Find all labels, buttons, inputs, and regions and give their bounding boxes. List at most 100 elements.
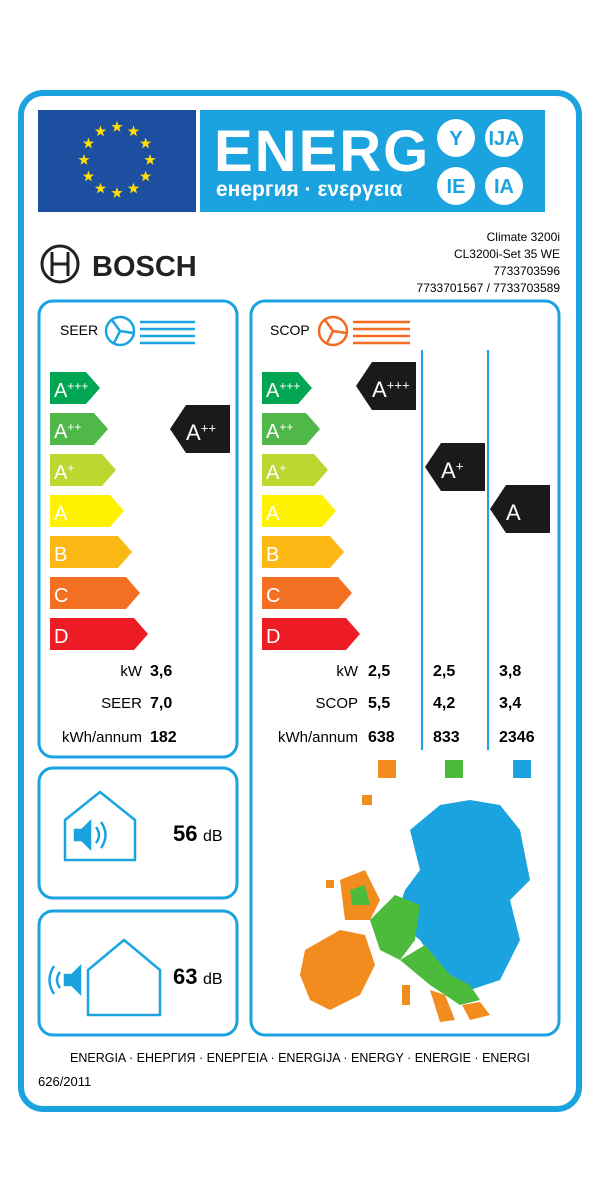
language-suffixes: Y IJA IE IA [437,119,523,205]
class-label: A [54,503,68,525]
class-arrow [262,454,328,486]
outdoor-noise-panel [37,909,239,1037]
eu-star [94,182,107,194]
class-arrow [50,536,132,568]
class-label: A++ [266,420,293,443]
class-label: B [266,544,279,566]
class-label: A+++ [266,379,300,402]
heating-fan-icon [317,315,410,347]
outdoor-noise-value: 63 [173,964,197,989]
scop-row-value: 638 [368,729,395,746]
eu-star [144,154,156,165]
seer-row-value: 7,0 [150,695,172,712]
class-label: A+ [54,461,74,484]
outdoor-noise-unit: dB [203,971,223,988]
suffix-circle [485,119,523,157]
class-arrow [50,413,108,445]
class-arrow [50,495,124,527]
class-label: A [266,503,280,525]
bosch-logo [40,244,80,284]
cooling-fan-icon [104,315,195,347]
scop-row-label: kWh/annum [278,729,358,746]
scop-label: SCOP [270,322,310,338]
scop-row-value: 3,4 [499,695,521,712]
eu-star [139,170,152,182]
class-letter: D [266,626,280,648]
class-arrow [262,577,352,609]
rating-label: A++ [186,420,216,445]
warm-zone-key [378,760,396,778]
class-label: A++ [54,420,81,443]
average-zone-key [445,760,463,778]
class-letter: A [266,462,280,484]
class-label: C [266,585,280,607]
class-letter: A [54,421,68,443]
energy-title: ENERG [214,119,430,184]
model-line: CL3200i-Set 35 WE [454,247,560,261]
eu-star [111,121,123,132]
suffix-text: IJA [488,128,519,150]
class-letter: A [54,503,68,525]
class-letter: A [54,462,68,484]
bosch-logo-mark [50,252,70,276]
outer-border [18,90,582,1112]
class-label: B [54,544,67,566]
rating-label: A+ [441,458,464,483]
suffix-circle [485,167,523,205]
rating-indicator [170,405,230,453]
scop-row-label: kW [336,663,359,680]
class-arrow [262,618,360,650]
class-letter: A [266,503,280,525]
rating-label: A [506,500,521,525]
class-letter: A [441,458,456,483]
supplier-name: BOSCH [92,251,197,283]
eu-star [111,187,123,198]
suffix-text: Y [449,128,463,150]
scop-row-value: 5,5 [368,695,390,712]
class-letter: C [54,585,68,607]
model-lines: Climate 3200i CL3200i-Set 35 WE 7733703596… [417,230,561,295]
scop-row-value: 3,8 [499,663,521,680]
class-letter: A [266,421,280,443]
class-letter: D [54,626,68,648]
class-letter: A [54,380,68,402]
suffix-text: IA [494,176,514,198]
indoor-noise-unit: dB [203,828,223,845]
class-sup: ++ [279,420,293,434]
rating-indicator [356,362,416,410]
scop-row-value: 2,5 [368,663,390,680]
eu-star [127,182,140,194]
footer-languages: ENERGIA · ЕНЕРГИЯ · ΕΝΕΡΓΕΙΑ · ENERGIJA … [70,1051,530,1065]
class-letter: A [266,380,280,402]
class-label: D [266,626,280,648]
outdoor-sound-icon [48,938,162,1017]
suffix-circle [437,167,475,205]
seer-panel [37,299,239,759]
class-letter: A [506,500,521,525]
cold-zone-key [513,760,531,778]
scop-row-value: 2346 [499,729,535,746]
class-arrow [50,618,148,650]
rating-label: A+++ [372,377,410,402]
model-line: Climate 3200i [487,230,560,244]
eu-star [94,125,107,137]
indoor-noise-panel [37,766,239,900]
class-letter: B [54,544,67,566]
scop-row-value: 2,5 [433,663,455,680]
class-sup: + [67,461,74,475]
class-label: C [54,585,68,607]
class-label: A+++ [54,379,88,402]
indoor-noise-value: 56 [173,821,197,846]
class-arrow [50,577,140,609]
class-sup: +++ [279,379,300,393]
eu-star [82,137,95,149]
eu-stars [78,121,156,198]
eu-star [139,137,152,149]
scop-row-value: 833 [433,729,460,746]
scop-row-label: SCOP [315,695,358,712]
class-arrow [262,413,320,445]
seer-row-label: SEER [101,695,142,712]
seer-row-value: 182 [150,729,177,746]
